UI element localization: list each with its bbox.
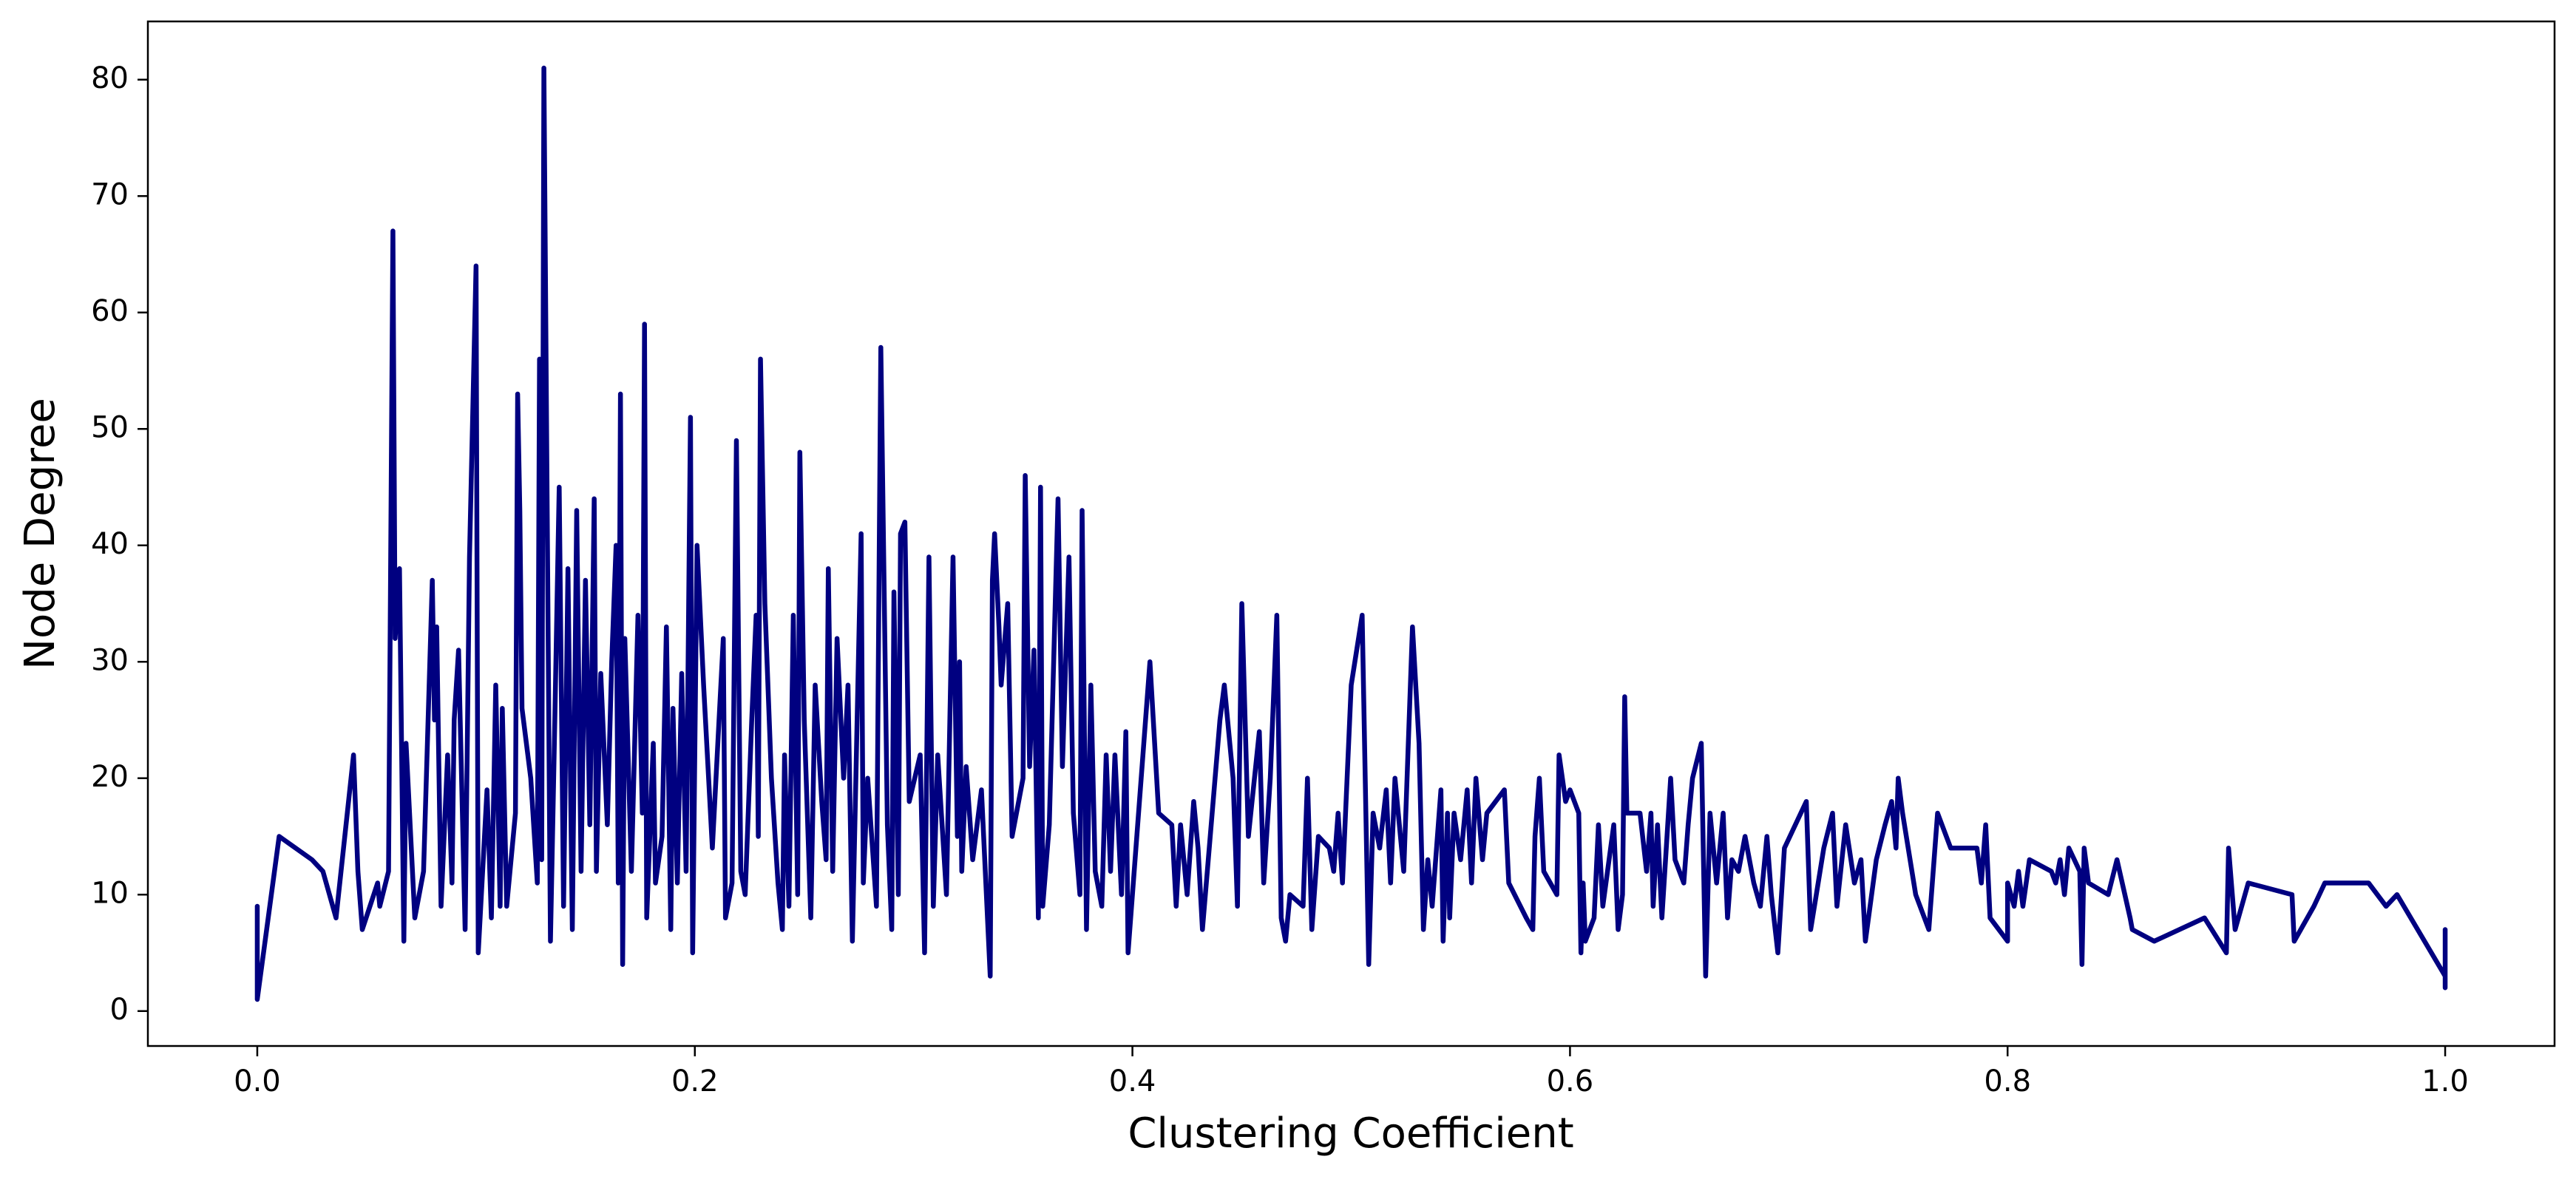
x-tick-label: 0.8 bbox=[1984, 1064, 2031, 1098]
y-tick-label: 60 bbox=[91, 294, 129, 328]
x-tick-label: 1.0 bbox=[2421, 1064, 2469, 1098]
x-tick-label: 0.0 bbox=[234, 1064, 281, 1098]
x-tick-label: 0.2 bbox=[671, 1064, 719, 1098]
y-axis-label: Node Degree bbox=[16, 398, 64, 670]
y-tick-label: 80 bbox=[91, 61, 129, 95]
y-tick-label: 0 bbox=[110, 993, 129, 1027]
x-axis-label: Clustering Coefficient bbox=[1128, 1110, 1573, 1158]
y-tick-label: 30 bbox=[91, 643, 129, 677]
data-line bbox=[254, 65, 2448, 1002]
x-tick-label: 0.6 bbox=[1547, 1064, 1594, 1098]
y-tick-label: 40 bbox=[91, 527, 129, 561]
y-tick-label: 50 bbox=[91, 410, 129, 444]
y-tick-label: 20 bbox=[91, 760, 129, 794]
x-tick-label: 0.4 bbox=[1109, 1064, 1156, 1098]
y-tick-label: 10 bbox=[91, 876, 129, 910]
y-tick-label: 70 bbox=[91, 177, 129, 211]
plot-frame bbox=[146, 20, 2556, 1047]
